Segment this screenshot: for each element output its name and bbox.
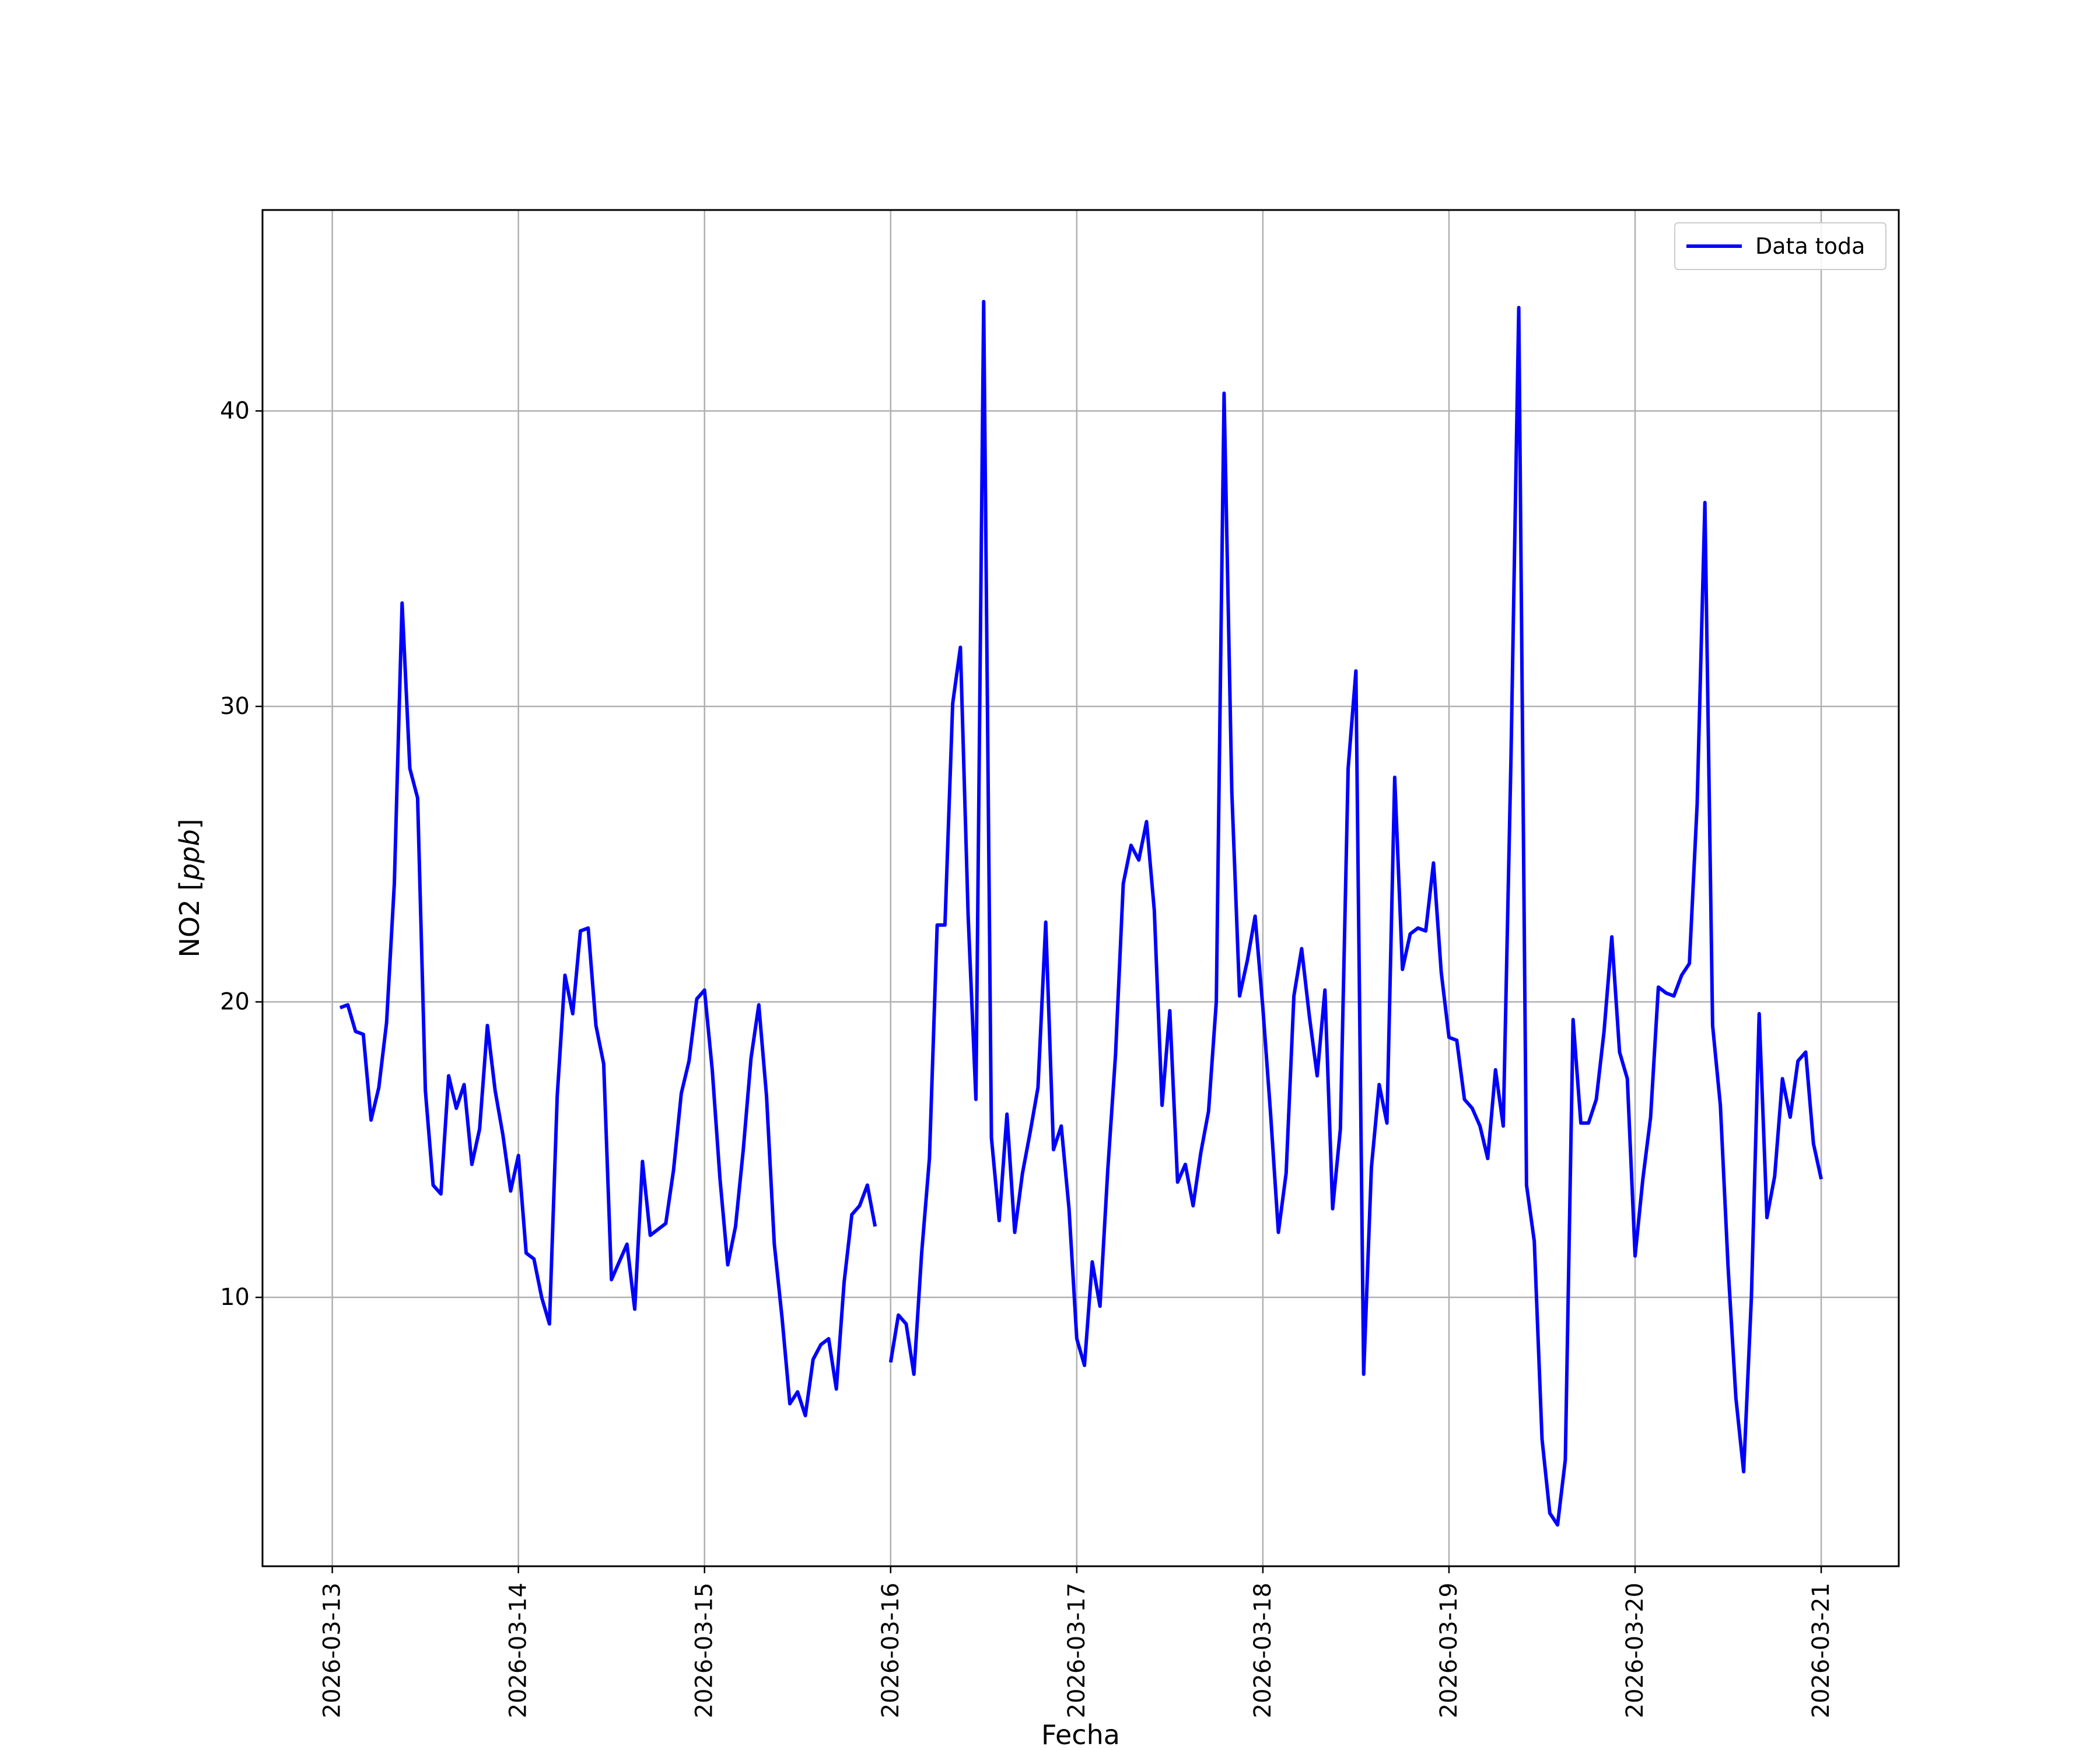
x-tick-label: 2026-03-13 xyxy=(319,1583,346,1718)
x-tick-label: 2026-03-14 xyxy=(505,1583,532,1718)
legend-box xyxy=(1674,222,1887,270)
grid-lines xyxy=(262,210,1899,1566)
plot-frame xyxy=(261,209,1900,1567)
legend: Data toda xyxy=(1674,222,1887,270)
x-tick-label: 2026-03-16 xyxy=(877,1583,904,1718)
axis-ticks: 2026-03-13 2026-03-14 2026-03-15 2026-03-16… xyxy=(220,397,1835,1718)
series-line-layer xyxy=(339,300,1824,1527)
y-tick-label: 10 xyxy=(220,1284,250,1311)
x-tick-label: 2026-03-15 xyxy=(691,1583,718,1718)
y-axis-label-unit: ppb xyxy=(174,829,205,881)
y-tick-label: 20 xyxy=(220,989,250,1016)
y-axis-label-text: NO2 [ xyxy=(174,880,205,957)
x-tick-label: 2026-03-21 xyxy=(1808,1583,1835,1718)
x-axis-label: Fecha xyxy=(1041,1719,1120,1750)
x-tick-label: 2026-03-17 xyxy=(1063,1583,1090,1718)
y-axis-label: NO2 [ppb] xyxy=(174,818,205,957)
x-tick-label: 2026-03-18 xyxy=(1250,1583,1276,1718)
x-tick-label: 2026-03-19 xyxy=(1436,1583,1462,1718)
y-tick-label: 40 xyxy=(220,397,250,424)
x-tick-label: 2026-03-20 xyxy=(1622,1583,1648,1718)
legend-entry-label: Data toda xyxy=(1755,233,1865,259)
y-axis-label-close: ] xyxy=(174,818,205,829)
series-line-segment xyxy=(888,300,1824,1527)
series-line-segment xyxy=(339,601,877,1418)
y-tick-label: 30 xyxy=(220,693,250,720)
